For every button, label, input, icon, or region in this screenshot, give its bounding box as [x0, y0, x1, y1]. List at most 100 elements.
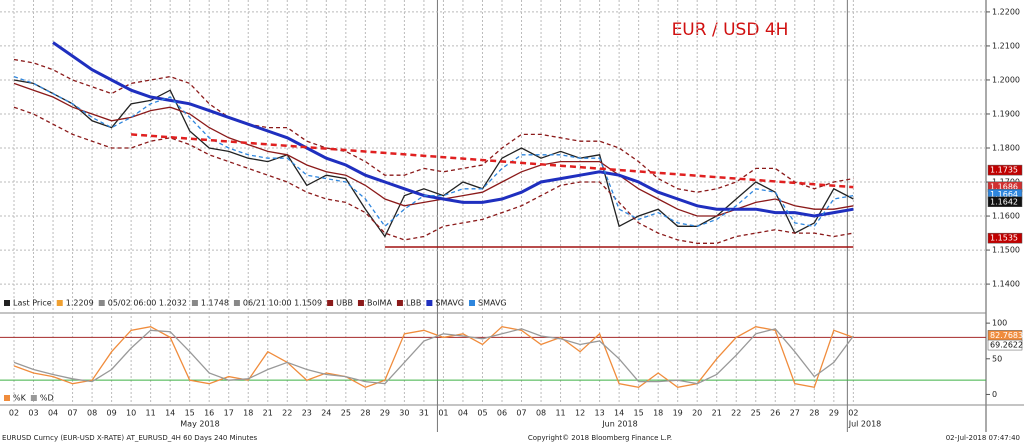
x-tick-label: 06 [497, 409, 507, 418]
value-box-label: 1.1664 [990, 190, 1018, 199]
x-tick-label: 05 [477, 409, 487, 418]
trend-line [131, 133, 854, 189]
legend-swatch [469, 300, 475, 306]
x-tick-label: 27 [790, 409, 800, 418]
series-line [13, 326, 854, 389]
y-tick-label: 1.1400 [992, 280, 1020, 289]
x-tick-label: 22 [731, 409, 741, 418]
footer-text: 02-Jul-2018 07:47:40 [946, 434, 1020, 442]
legend-label: 1.2209 [66, 299, 94, 308]
x-tick-label: 14 [165, 409, 175, 418]
x-tick-label: 18 [243, 409, 253, 418]
legend-swatch [233, 300, 240, 306]
x-tick-label: 13 [595, 409, 605, 418]
x-tick-label: 24 [321, 409, 331, 418]
x-tick-label: 22 [282, 409, 292, 418]
legend-swatch [4, 300, 10, 306]
y-tick-label: 1.1500 [992, 246, 1020, 255]
x-tick-label: 07 [67, 409, 77, 418]
legend-swatch [327, 300, 334, 306]
legend-swatch [191, 300, 198, 306]
legend-label: 05/02 06:00 1.2032 [108, 299, 187, 308]
series-line [13, 75, 854, 228]
value-box [987, 339, 1023, 351]
x-tick-label: 30 [399, 409, 409, 418]
x-tick-label: 28 [360, 409, 370, 418]
legend-label: 1.1748 [201, 299, 229, 308]
legend-swatch [98, 300, 105, 306]
x-tick-label: 08 [536, 409, 546, 418]
x-tick-label: 16 [204, 409, 214, 418]
series-line [13, 82, 854, 217]
legend-swatch [30, 395, 37, 401]
legend-label: LBB [406, 299, 421, 308]
legend-label: UBB [336, 299, 353, 308]
legend-label: SMAVG [478, 299, 507, 308]
value-box-label: 69.2622 [990, 341, 1023, 350]
x-tick-label: 21 [712, 409, 722, 418]
x-tick-label: 03 [28, 409, 38, 418]
y-tick-label: 1.1600 [992, 212, 1020, 221]
x-tick-label: 29 [829, 409, 839, 418]
x-tick-label: 23 [302, 409, 312, 418]
y-tick-label: 0 [992, 390, 997, 399]
x-tick-label: 29 [380, 409, 390, 418]
x-tick-label: 17 [224, 409, 234, 418]
x-tick-label: 28 [809, 409, 819, 418]
legend-label: Last Price [13, 299, 52, 308]
x-tick-label: 04 [458, 409, 468, 418]
x-tick-label: 15 [185, 409, 195, 418]
footer-text: EURUSD Curncy (EUR-USD X-RATE) AT_EURUSD… [2, 434, 257, 442]
x-tick-label: 11 [146, 409, 156, 418]
chart-title: EUR / USD 4H [672, 20, 789, 40]
value-box-label: 82.7683 [990, 331, 1023, 340]
legend-label: BolMA [367, 299, 393, 308]
value-box-label: 1.1535 [990, 234, 1018, 243]
footer-text: Copyright© 2018 Bloomberg Finance L.P. [528, 434, 672, 442]
x-tick-label: 02 [9, 409, 19, 418]
value-box [987, 196, 1023, 208]
legend-label: 06/21 10:00 1.1509 [243, 299, 322, 308]
y-tick-label: 50 [992, 354, 1002, 363]
value-box-label: 1.1735 [990, 166, 1018, 175]
legend-label: %K [13, 394, 27, 403]
x-tick-label: 11 [555, 409, 565, 418]
legend-swatch [357, 300, 364, 306]
value-box-label: 1.1642 [990, 197, 1018, 206]
legend-swatch [426, 300, 433, 306]
y-tick-label: 1.1800 [992, 144, 1020, 153]
x-tick-label: 09 [107, 409, 117, 418]
x-tick-label: 01 [438, 409, 448, 418]
x-tick-label: 31 [419, 409, 429, 418]
legend-swatch [56, 300, 63, 306]
x-tick-label: 12 [575, 409, 585, 418]
x-tick-label: 02 [848, 409, 858, 418]
y-tick-label: 100 [992, 319, 1007, 328]
value-box [987, 232, 1023, 244]
x-tick-label: 10 [126, 409, 136, 418]
y-tick-label: 1.2000 [992, 75, 1020, 84]
legend-swatch [4, 395, 10, 401]
month-label: May 2018 [180, 420, 219, 429]
x-tick-label: 18 [653, 409, 663, 418]
x-tick-label: 08 [87, 409, 97, 418]
x-tick-label: 04 [48, 409, 58, 418]
y-tick-label: 1.2200 [992, 7, 1020, 16]
legend-label: SMAVG [435, 299, 464, 308]
x-tick-label: 07 [516, 409, 526, 418]
x-tick-label: 19 [673, 409, 683, 418]
legend-swatch [396, 300, 403, 306]
y-tick-label: 1.2100 [992, 41, 1020, 50]
legend-label: %D [40, 394, 54, 403]
series-line [13, 106, 854, 244]
series-line [13, 58, 854, 193]
x-tick-label: 21 [263, 409, 273, 418]
month-label: Jul 2018 [848, 420, 882, 429]
month-label: Jun 2018 [601, 420, 637, 429]
x-tick-label: 15 [634, 409, 644, 418]
series-line [52, 41, 854, 218]
x-tick-label: 25 [751, 409, 761, 418]
x-tick-label: 20 [692, 409, 702, 418]
